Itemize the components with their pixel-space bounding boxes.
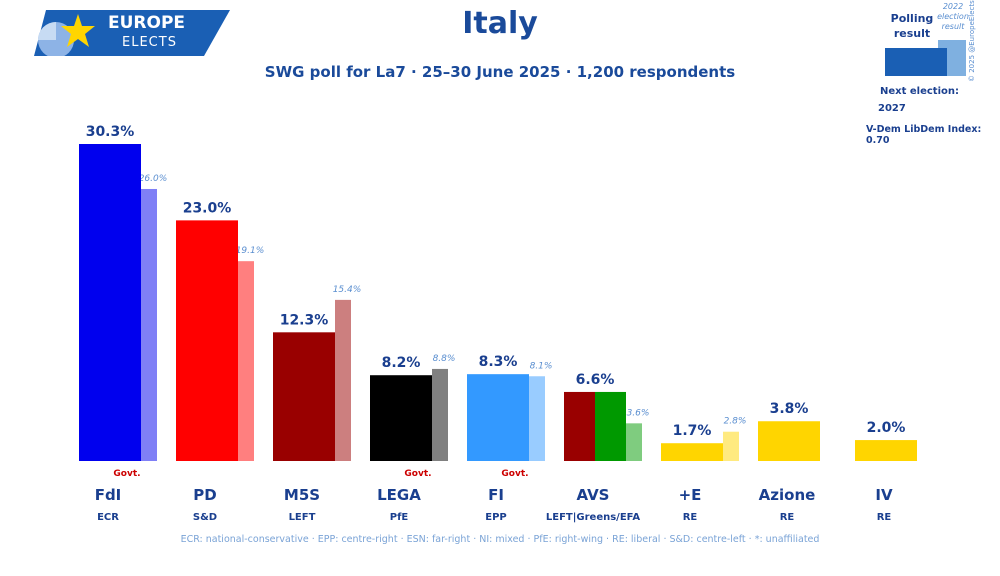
poll-bar-m5s: [273, 332, 335, 461]
previous-value-label-fi: 8.1%: [530, 361, 553, 371]
group-label-e: RE: [683, 512, 698, 523]
poll-value-label-lega: 8.2%: [382, 355, 421, 371]
previous-value-label-lega: 8.8%: [433, 354, 456, 364]
previous-bar-pd: [238, 261, 254, 461]
logo-text-europe: EUROPE: [108, 13, 186, 33]
chart-subtitle: SWG poll for La7 · 25–30 June 2025 · 1,2…: [264, 63, 736, 81]
previous-value-label-pd: 19.1%: [236, 246, 265, 256]
previous-bar-avs: [626, 423, 642, 461]
group-label-pd: S&D: [193, 512, 217, 523]
group-label-azione: RE: [780, 512, 795, 523]
vdem-index: V-Dem LibDem Index: 0.70: [866, 124, 982, 146]
next-election-year: 2027: [878, 103, 906, 114]
europe-elects-logo: EUROPE ELECTS: [34, 10, 230, 56]
party-label-m5s: M5S: [284, 486, 320, 504]
party-label-pd: PD: [193, 486, 216, 504]
poll-bar-avs-part2: [595, 391, 626, 461]
previous-bar-lega: [432, 368, 448, 461]
legend-polling-label: Polling result: [890, 12, 934, 40]
poll-bar-iv: [855, 440, 917, 461]
group-label-fi: EPP: [485, 512, 507, 523]
poll-value-label-iv: 2.0%: [867, 420, 906, 436]
poll-value-label-avs: 6.6%: [576, 372, 615, 388]
govt-label-fi: Govt.: [501, 469, 528, 479]
poll-bar-e: [661, 443, 723, 461]
poll-bar-avs-part1: [564, 391, 595, 461]
poll-value-label-azione: 3.8%: [770, 401, 809, 417]
party-label-e: +E: [679, 486, 702, 504]
party-label-lega: LEGA: [377, 486, 421, 504]
previous-bar-m5s: [335, 299, 351, 461]
previous-value-label-e: 2.8%: [724, 417, 747, 427]
previous-value-label-avs: 3.6%: [627, 408, 650, 418]
previous-bar-e: [723, 431, 739, 461]
party-label-iv: IV: [875, 486, 893, 504]
party-label-fdi: FdI: [95, 486, 122, 504]
poll-value-label-e: 1.7%: [673, 423, 712, 439]
poll-bar-azione: [758, 421, 820, 461]
chart-title: Italy: [462, 6, 538, 41]
legend-polling-swatch: [885, 48, 947, 76]
legend: Polling result 2022 election result: [860, 0, 1000, 140]
poll-value-label-pd: 23.0%: [183, 200, 232, 216]
logo-text-elects: ELECTS: [122, 35, 177, 50]
poll-value-label-fi: 8.3%: [479, 354, 518, 370]
next-election-label: Next election:: [880, 86, 959, 97]
poll-bar-lega: [370, 375, 432, 461]
group-label-lega: PfE: [390, 512, 409, 523]
legend-previous-label: 2022 election result: [937, 2, 969, 31]
party-label-avs: AVS: [576, 486, 609, 504]
govt-label-lega: Govt.: [404, 469, 431, 479]
group-label-iv: RE: [877, 512, 892, 523]
poll-bar-fi: [467, 374, 529, 461]
previous-value-label-m5s: 15.4%: [333, 285, 362, 295]
party-label-azione: Azione: [759, 486, 816, 504]
group-label-avs: LEFT|Greens/EFA: [546, 512, 640, 523]
previous-value-label-fdi: 26.0%: [139, 174, 168, 184]
govt-label-fdi: Govt.: [113, 469, 140, 479]
previous-bar-fi: [529, 376, 545, 461]
group-label-m5s: LEFT: [289, 512, 316, 523]
poll-value-label-fdi: 30.3%: [86, 124, 135, 140]
poll-bar-fdi: [79, 144, 141, 461]
footer-legend: ECR: national-conservative · EPP: centre…: [180, 534, 820, 545]
poll-bar-pd: [176, 220, 238, 461]
party-label-fi: FI: [488, 486, 504, 504]
poll-value-label-m5s: 12.3%: [280, 312, 329, 328]
group-label-fdi: ECR: [97, 512, 119, 523]
previous-bar-fdi: [141, 188, 157, 461]
